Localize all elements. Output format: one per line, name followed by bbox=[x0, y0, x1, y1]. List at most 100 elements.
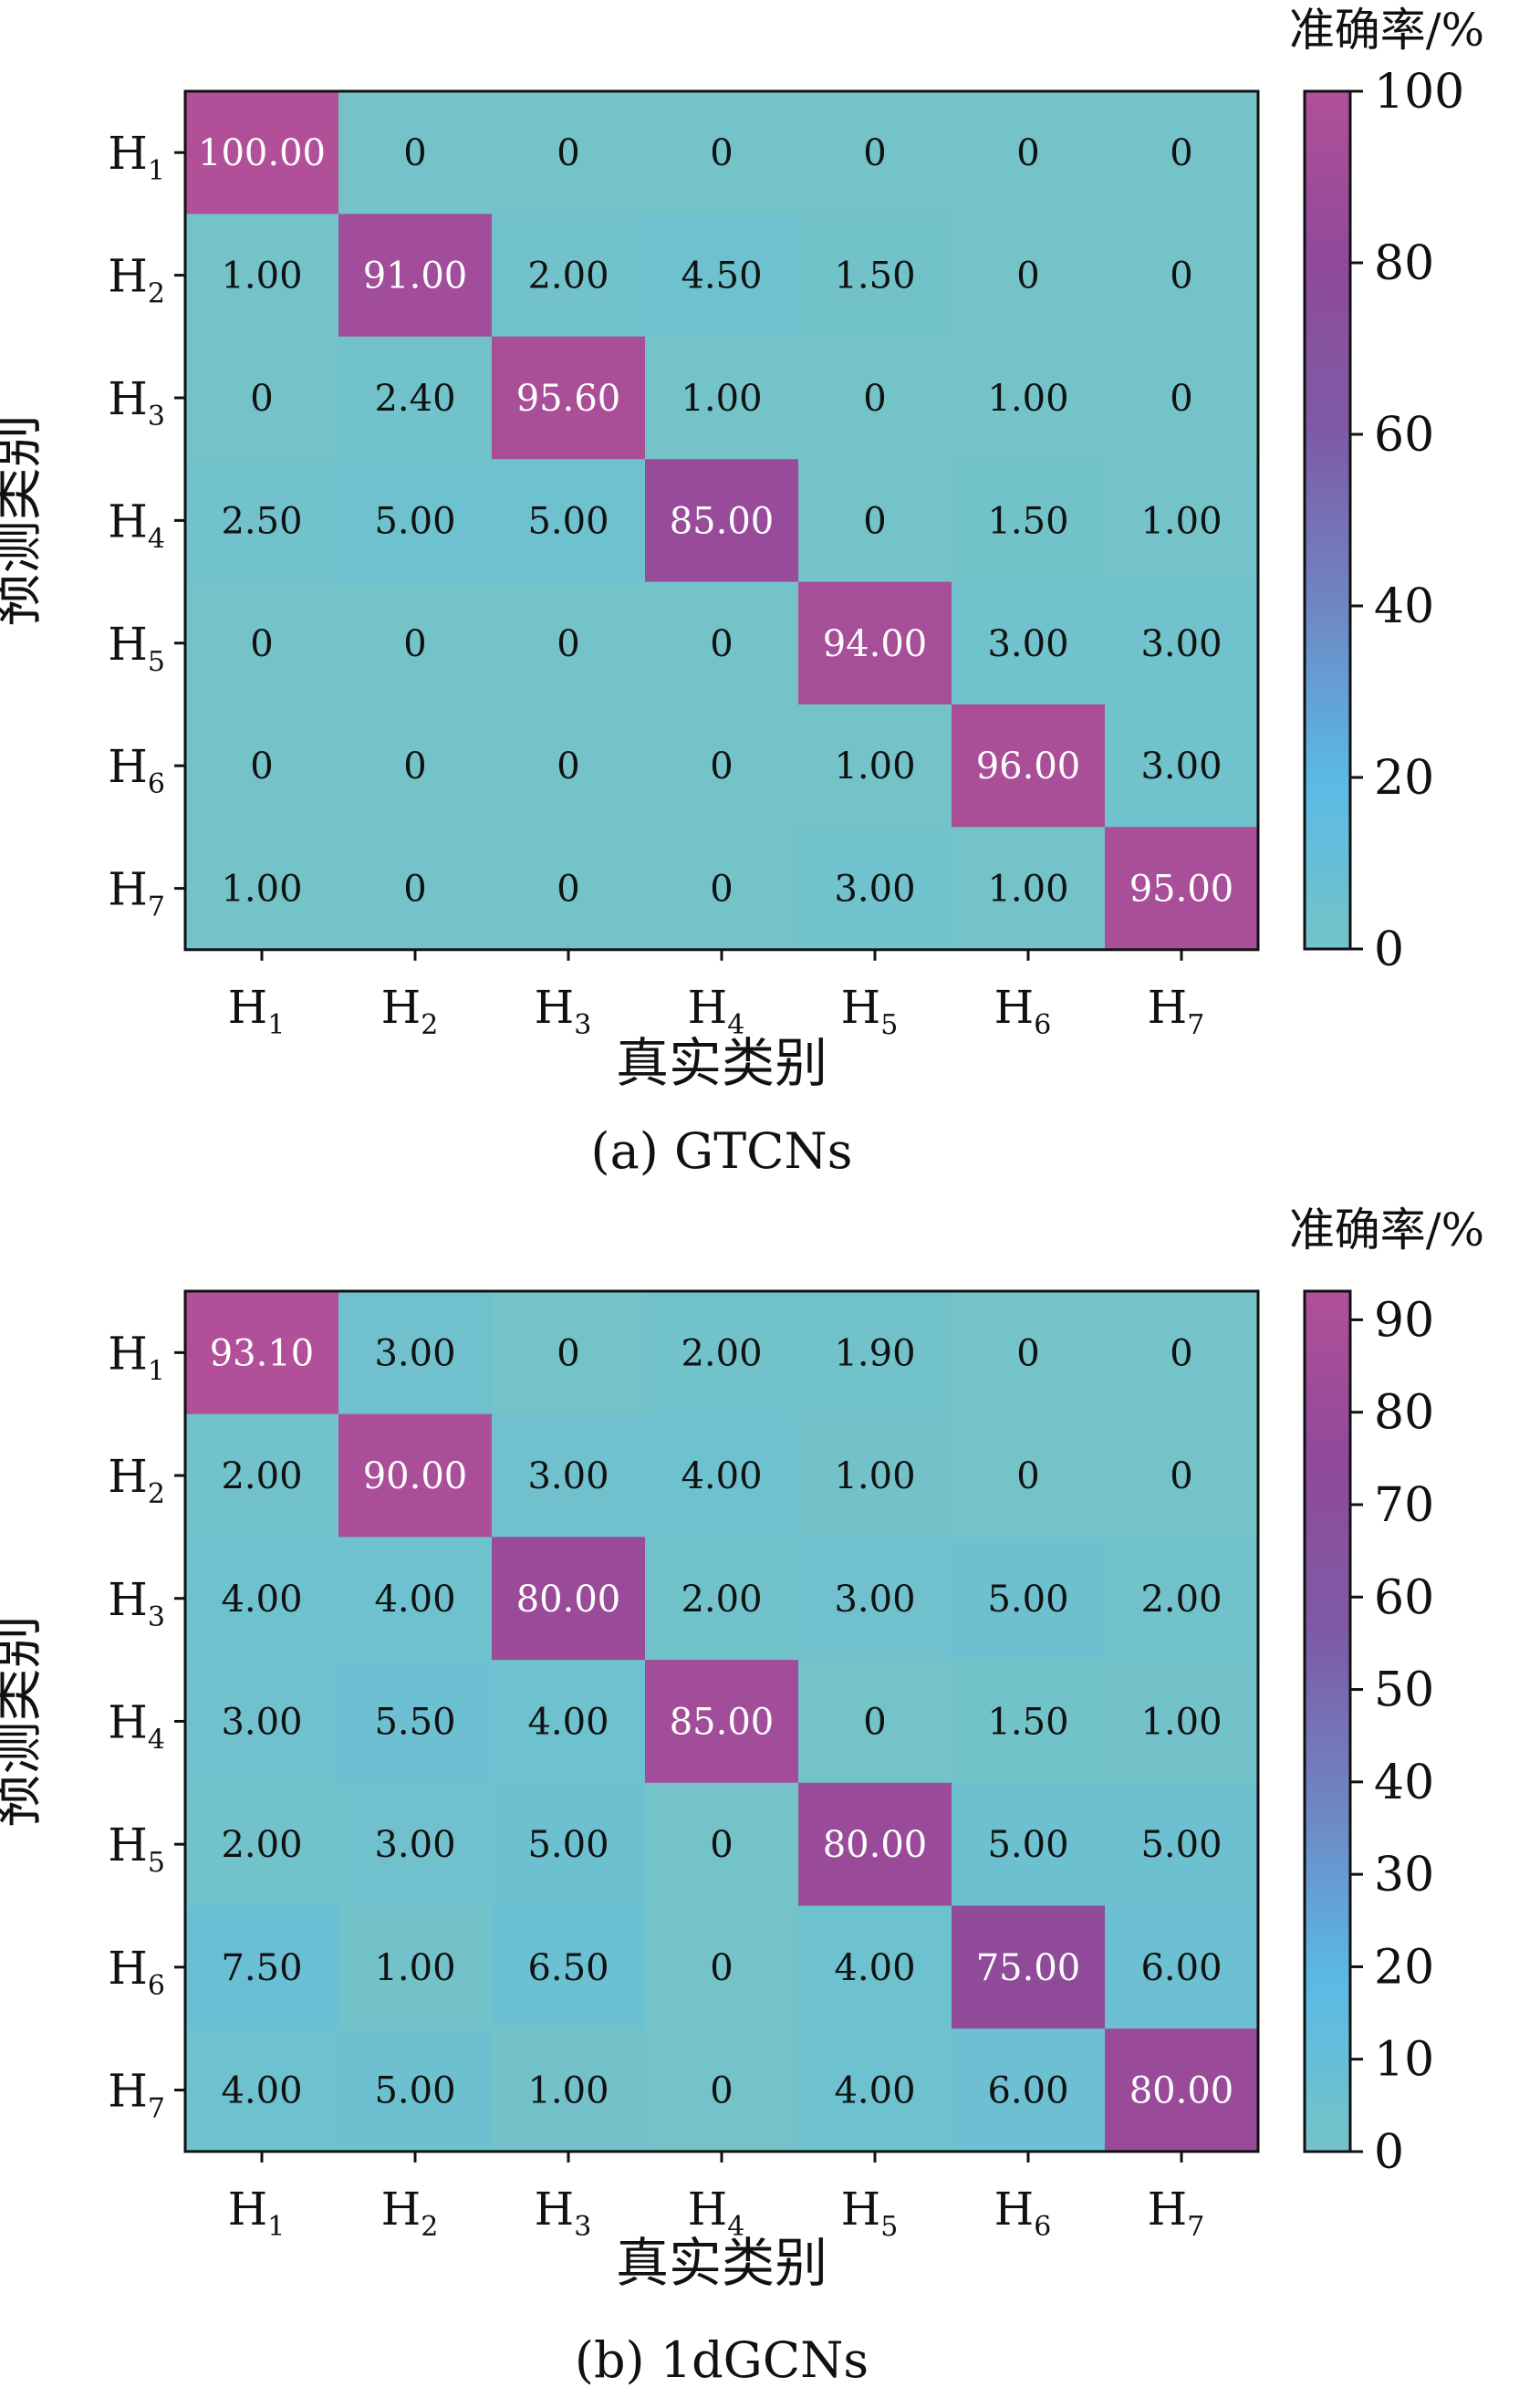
heatmap-cell bbox=[338, 704, 493, 828]
x-tick-subscript: 2 bbox=[421, 2211, 438, 2243]
cell-value-label: 4.00 bbox=[221, 1579, 302, 1621]
heatmap-cell bbox=[185, 827, 339, 951]
cell-value-label: 6.00 bbox=[1140, 1947, 1222, 1989]
cell-value-label: 1.00 bbox=[221, 869, 302, 911]
cell-value-label: 6.00 bbox=[987, 2070, 1068, 2112]
y-tick-subscript: 7 bbox=[148, 891, 165, 923]
x-tick-subscript: 5 bbox=[880, 2211, 898, 2243]
heatmap-cell bbox=[645, 704, 799, 828]
heatmap-cell bbox=[645, 581, 799, 705]
heatmap-cell bbox=[338, 459, 493, 583]
heatmap-cell bbox=[1105, 336, 1259, 460]
panel-caption: (a) GTCNs bbox=[591, 1122, 853, 1180]
heatmap-cell bbox=[338, 2028, 493, 2153]
heatmap-cell bbox=[338, 1537, 493, 1661]
heatmap-cell bbox=[185, 1413, 339, 1538]
colorbar-tick-label: 20 bbox=[1374, 751, 1434, 806]
heatmap-cell bbox=[185, 1537, 339, 1661]
y-tick-subscript: 6 bbox=[148, 1970, 165, 2002]
x-tick-label: H6 bbox=[994, 981, 1052, 1041]
heatmap-cell bbox=[492, 1905, 646, 2029]
cell-value-label: 5.00 bbox=[987, 1579, 1068, 1621]
heatmap-cell bbox=[185, 91, 339, 214]
heatmap-cell bbox=[952, 459, 1106, 583]
colorbar-tick-label: 90 bbox=[1374, 1293, 1434, 1348]
heatmap-cell bbox=[798, 704, 952, 828]
cell-value-label: 4.00 bbox=[834, 2070, 915, 2112]
cell-value-label: 91.00 bbox=[363, 255, 468, 297]
cell-value-label: 1.00 bbox=[221, 255, 302, 297]
cell-value-label: 0 bbox=[710, 132, 733, 174]
heatmap-cell bbox=[645, 2028, 799, 2153]
heatmap-cell bbox=[185, 1782, 339, 1907]
colorbar-tick-label: 0 bbox=[1374, 2125, 1404, 2180]
y-tick-label: H6 bbox=[108, 740, 165, 800]
y-tick-subscript: 6 bbox=[148, 768, 165, 800]
heatmap-cell bbox=[798, 1782, 952, 1907]
x-tick-label: H7 bbox=[1148, 981, 1205, 1041]
cell-value-label: 1.50 bbox=[987, 500, 1068, 542]
cell-value-label: 2.40 bbox=[374, 378, 455, 420]
cell-value-label: 85.00 bbox=[670, 1701, 775, 1743]
cell-value-label: 80.00 bbox=[1129, 2070, 1234, 2112]
heatmap-cell bbox=[952, 214, 1106, 338]
colorbar-tick-label: 70 bbox=[1374, 1478, 1434, 1533]
cell-value-label: 0 bbox=[863, 378, 886, 420]
cell-value-label: 1.00 bbox=[681, 378, 762, 420]
cell-value-label: 5.00 bbox=[527, 1824, 609, 1866]
heatmap-cell bbox=[1105, 459, 1259, 583]
cell-value-label: 4.00 bbox=[527, 1701, 609, 1743]
heatmap-cell bbox=[952, 1291, 1106, 1415]
y-tick-label: H6 bbox=[108, 1942, 165, 2002]
x-tick-label: H2 bbox=[381, 981, 439, 1041]
x-tick-subscript: 3 bbox=[574, 1009, 591, 1041]
cell-value-label: 0 bbox=[710, 1947, 733, 1989]
y-tick-subscript: 3 bbox=[148, 401, 165, 433]
x-tick-subscript: 1 bbox=[267, 1009, 285, 1041]
heatmap-cell bbox=[338, 1905, 493, 2029]
cell-value-label: 1.90 bbox=[834, 1332, 915, 1374]
cell-value-label: 2.00 bbox=[221, 1455, 302, 1497]
cell-value-label: 5.00 bbox=[374, 2070, 455, 2112]
heatmap-cell bbox=[338, 1413, 493, 1538]
cell-value-label: 0 bbox=[1016, 255, 1039, 297]
cell-value-label: 1.00 bbox=[527, 2070, 609, 2112]
heatmap-panel-b: 93.10 3.00 0 2.00 1.90 0 0 2.00 90.00 3.00 4.00 1.0… bbox=[0, 1204, 1484, 2389]
y-tick-subscript: 1 bbox=[148, 155, 165, 187]
cell-value-label: 0 bbox=[557, 745, 579, 787]
heatmap-cell bbox=[645, 1660, 799, 1784]
y-tick-label: H4 bbox=[108, 495, 165, 555]
y-tick-label: H2 bbox=[108, 1450, 165, 1510]
x-tick-subscript: 7 bbox=[1187, 2211, 1204, 2243]
heatmap-cell bbox=[798, 459, 952, 583]
heatmap-cell bbox=[1105, 1537, 1259, 1661]
heatmap-cell bbox=[1105, 1905, 1259, 2029]
y-tick-label: H3 bbox=[108, 1573, 165, 1633]
heatmap-cell bbox=[1105, 214, 1259, 338]
x-tick-subscript: 5 bbox=[880, 1009, 898, 1041]
heatmap-cell bbox=[492, 1782, 646, 1907]
x-tick-subscript: 1 bbox=[267, 2211, 285, 2243]
heatmap-cell bbox=[1105, 581, 1259, 705]
cell-value-label: 0 bbox=[1170, 132, 1192, 174]
heatmap-cell bbox=[798, 827, 952, 951]
y-tick-subscript: 1 bbox=[148, 1355, 165, 1387]
cell-value-label: 2.00 bbox=[681, 1332, 762, 1374]
cell-value-label: 0 bbox=[403, 132, 426, 174]
colorbar-title: 准确率/% bbox=[1289, 4, 1484, 57]
cell-value-label: 0 bbox=[557, 1332, 579, 1374]
cell-value-label: 7.50 bbox=[221, 1947, 302, 1989]
x-tick-subscript: 6 bbox=[1034, 2211, 1051, 2243]
cell-value-label: 0 bbox=[403, 623, 426, 665]
panel-caption: (b) 1dGCNs bbox=[575, 2331, 869, 2389]
y-tick-subscript: 2 bbox=[148, 1478, 165, 1510]
cell-value-label: 2.00 bbox=[1140, 1579, 1222, 1621]
y-axis-title: 预测类别 bbox=[0, 414, 47, 626]
cell-value-label: 0 bbox=[710, 745, 733, 787]
cell-value-label: 1.00 bbox=[987, 869, 1068, 911]
colorbar-tick-label: 30 bbox=[1374, 1848, 1434, 1902]
y-tick-subscript: 5 bbox=[148, 646, 165, 678]
cell-value-label: 5.00 bbox=[1140, 1824, 1222, 1866]
heatmap-cell bbox=[952, 581, 1106, 705]
